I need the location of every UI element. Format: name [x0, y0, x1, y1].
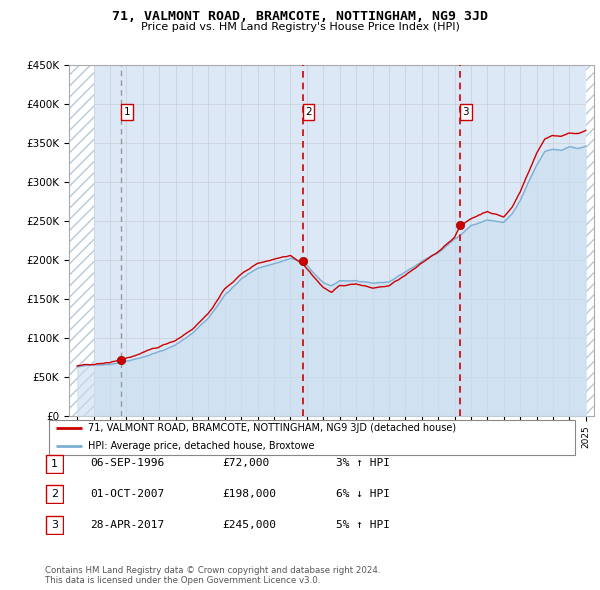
Text: HPI: Average price, detached house, Broxtowe: HPI: Average price, detached house, Brox…	[88, 441, 314, 451]
Bar	[69, 65, 94, 416]
FancyBboxPatch shape	[46, 486, 63, 503]
Text: 2: 2	[51, 490, 58, 499]
Text: £198,000: £198,000	[222, 489, 276, 499]
Text: 01-OCT-2007: 01-OCT-2007	[90, 489, 164, 499]
Text: 1: 1	[51, 459, 58, 468]
Text: 6% ↓ HPI: 6% ↓ HPI	[336, 489, 390, 499]
Text: 06-SEP-1996: 06-SEP-1996	[90, 458, 164, 468]
Text: 1: 1	[124, 107, 130, 117]
Text: 3: 3	[51, 520, 58, 530]
Text: 2: 2	[305, 107, 312, 117]
Text: 3% ↑ HPI: 3% ↑ HPI	[336, 458, 390, 468]
Text: 5% ↑ HPI: 5% ↑ HPI	[336, 520, 390, 529]
FancyBboxPatch shape	[49, 419, 575, 455]
Bar	[586, 65, 600, 416]
Text: Contains HM Land Registry data © Crown copyright and database right 2024.
This d: Contains HM Land Registry data © Crown c…	[45, 566, 380, 585]
Text: Price paid vs. HM Land Registry's House Price Index (HPI): Price paid vs. HM Land Registry's House …	[140, 22, 460, 32]
FancyBboxPatch shape	[46, 516, 63, 534]
Text: £72,000: £72,000	[222, 458, 269, 468]
FancyBboxPatch shape	[46, 455, 63, 473]
Text: 3: 3	[463, 107, 469, 117]
Text: £245,000: £245,000	[222, 520, 276, 529]
Text: 71, VALMONT ROAD, BRAMCOTE, NOTTINGHAM, NG9 3JD: 71, VALMONT ROAD, BRAMCOTE, NOTTINGHAM, …	[112, 10, 488, 23]
Text: 71, VALMONT ROAD, BRAMCOTE, NOTTINGHAM, NG9 3JD (detached house): 71, VALMONT ROAD, BRAMCOTE, NOTTINGHAM, …	[88, 423, 456, 433]
Text: 28-APR-2017: 28-APR-2017	[90, 520, 164, 529]
